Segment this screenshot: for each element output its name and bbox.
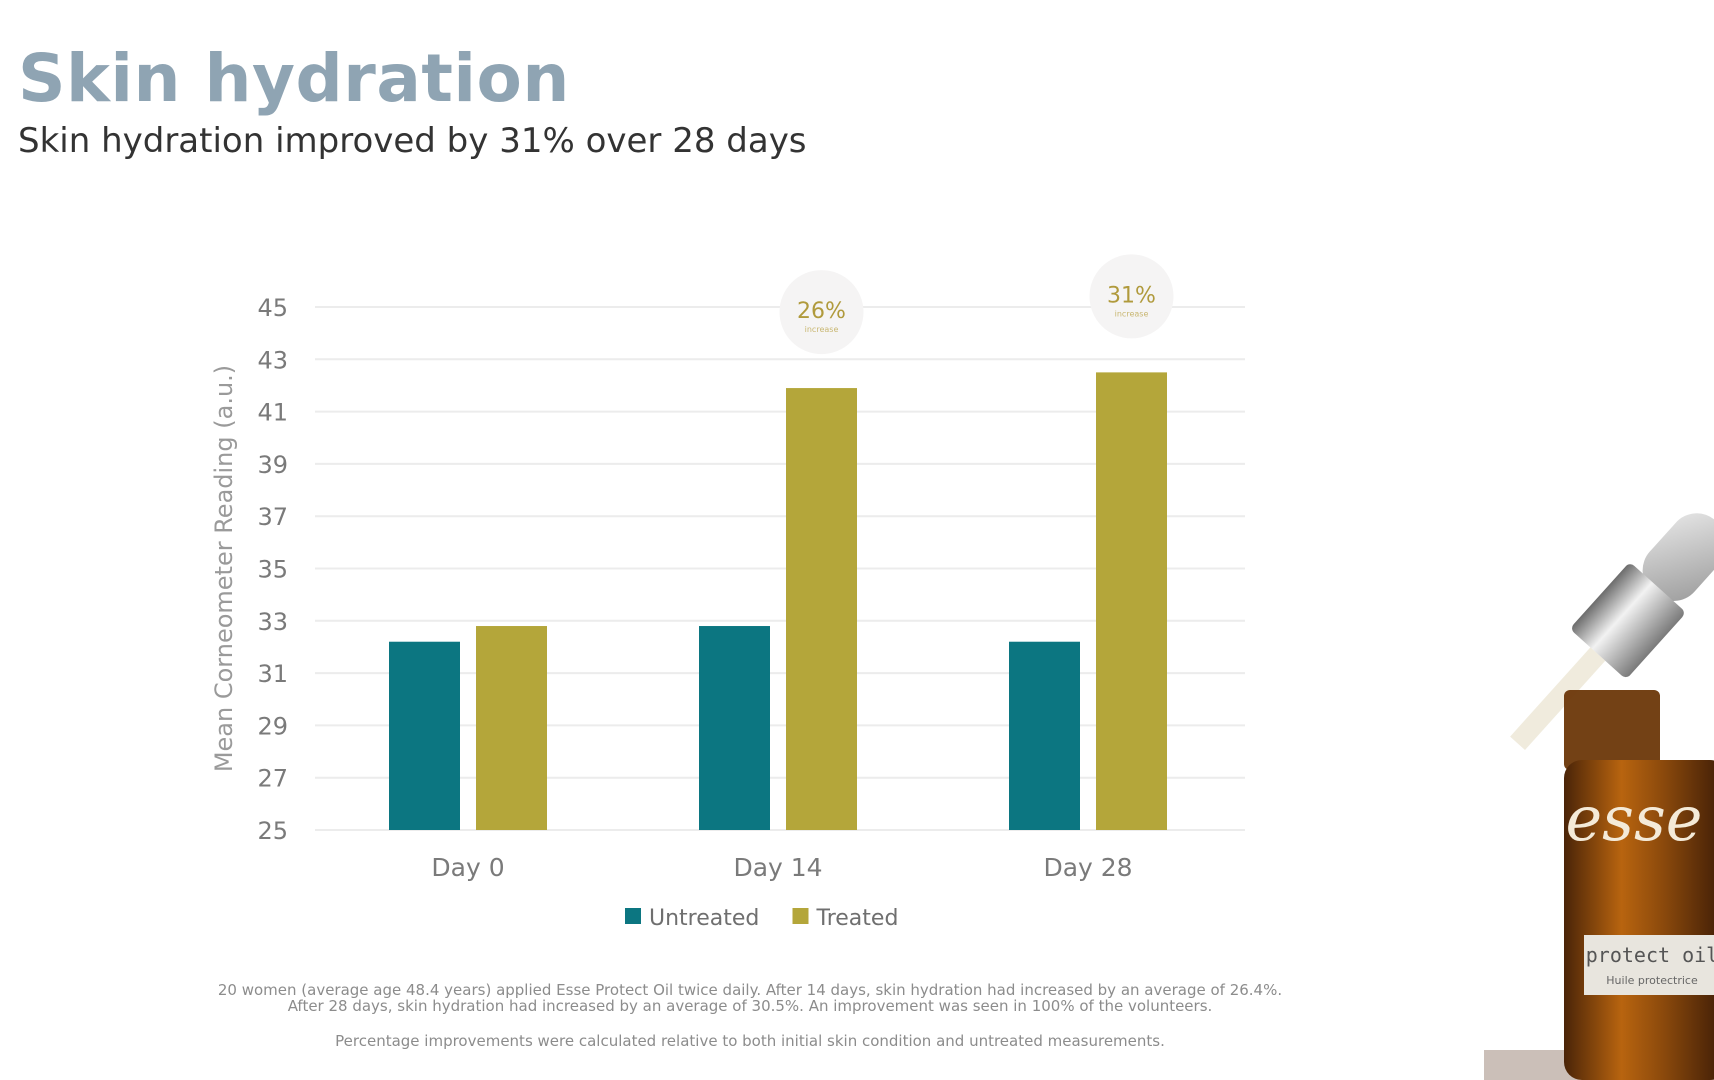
x-category-label: Day 14 xyxy=(733,853,822,882)
bar-untreated-day-0 xyxy=(389,641,460,830)
y-tick-label: 31 xyxy=(257,660,288,688)
page-title: Skin hydration xyxy=(18,40,570,117)
increase-badge-value: 31% xyxy=(1107,283,1156,308)
y-tick-label: 37 xyxy=(257,503,288,531)
increase-badge-label: increase xyxy=(1115,309,1149,318)
product-name-text: protect oil xyxy=(1586,943,1714,967)
increase-badge-label: increase xyxy=(805,325,839,334)
y-tick-label: 43 xyxy=(257,346,288,374)
bars xyxy=(389,372,1167,830)
increase-badge-circle xyxy=(1089,254,1174,339)
study-footnote: 20 women (average age 48.4 years) applie… xyxy=(217,981,1283,1015)
page-subtitle: Skin hydration improved by 31% over 28 d… xyxy=(18,121,807,161)
legend-label-untreated: Untreated xyxy=(649,906,759,931)
bar-untreated-day-14 xyxy=(699,626,770,830)
bar-treated-day-14 xyxy=(786,388,857,830)
y-tick-label: 45 xyxy=(257,294,288,322)
legend: Untreated Treated xyxy=(625,906,898,931)
method-footnote: Percentage improvements were calculated … xyxy=(335,1032,1165,1050)
y-tick-label: 35 xyxy=(257,556,288,584)
bar-treated-day-28 xyxy=(1096,372,1167,830)
hydration-bar-chart: 25 27 29 31 33 35 37 39 41 43 45 Mean Corneometer … xyxy=(210,254,1245,931)
y-axis-title: Mean Corneometer Reading (a.u.) xyxy=(210,365,238,772)
y-tick-label: 25 xyxy=(257,817,288,845)
product-name-fr-text: Huile protectrice xyxy=(1606,974,1698,987)
product-bottle-image: esse protect oil Huile protectrice xyxy=(1484,513,1714,1080)
x-axis-categories: Day 0 Day 14 Day 28 xyxy=(431,853,1132,882)
increase-badge-circle xyxy=(779,270,864,355)
y-axis-ticks: 25 27 29 31 33 35 37 39 41 43 45 xyxy=(257,294,288,845)
bar-untreated-day-28 xyxy=(1009,641,1080,830)
bar-treated-day-0 xyxy=(476,626,547,830)
x-category-label: Day 28 xyxy=(1043,853,1132,882)
y-tick-label: 41 xyxy=(257,399,288,427)
y-tick-label: 33 xyxy=(257,608,288,636)
y-tick-label: 29 xyxy=(257,712,288,740)
legend-label-treated: Treated xyxy=(816,906,899,931)
product-brand-text: esse xyxy=(1565,782,1702,855)
increase-badge-value: 26% xyxy=(797,299,846,324)
legend-swatch-untreated xyxy=(625,908,641,924)
legend-swatch-treated xyxy=(792,908,809,924)
y-tick-label: 27 xyxy=(257,765,288,793)
x-category-label: Day 0 xyxy=(431,853,504,882)
y-tick-label: 39 xyxy=(257,451,288,479)
